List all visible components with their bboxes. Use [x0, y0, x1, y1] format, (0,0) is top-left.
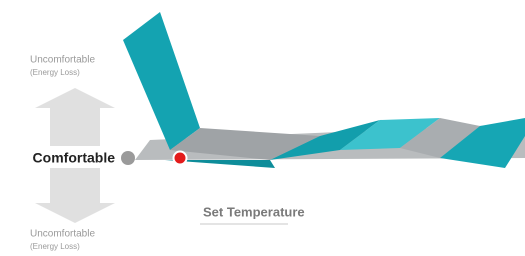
set-temperature-label: Set Temperature	[203, 204, 305, 219]
set-point-dot	[174, 152, 187, 165]
up-arrow	[35, 88, 115, 146]
diagram: Uncomfortable (Energy Loss) Comfortable …	[0, 0, 525, 256]
ribbon-peak	[123, 12, 200, 150]
temperature-ribbon	[123, 12, 525, 168]
comfort-dot	[121, 151, 135, 165]
bottom-note: (Energy Loss)	[30, 242, 80, 251]
comfortable-label: Comfortable	[33, 150, 116, 166]
bottom-title: Uncomfortable	[30, 229, 95, 240]
top-title: Uncomfortable	[30, 55, 95, 66]
down-arrow	[35, 168, 115, 223]
top-note: (Energy Loss)	[30, 68, 80, 77]
